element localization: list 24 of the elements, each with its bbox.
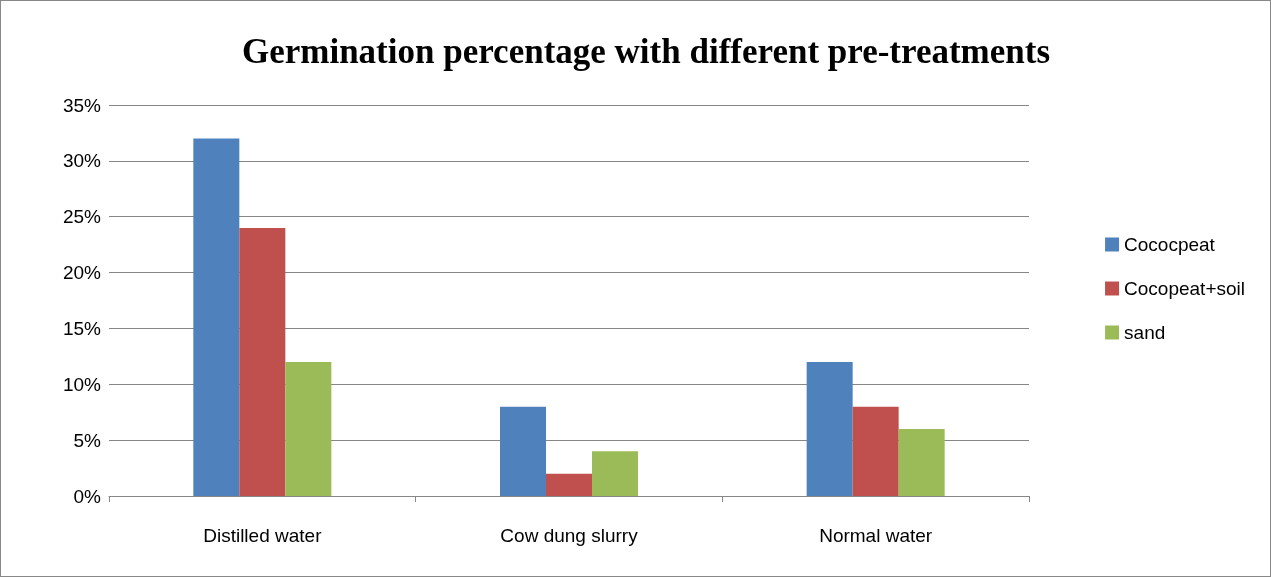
x-tick-label: Normal water [819,525,933,546]
y-tick-label: 5% [73,429,102,451]
bar [500,406,546,496]
bar [546,473,592,496]
chart-title: Germination percentage with different pre-treatments [241,32,1051,71]
y-tick-label: 10% [62,373,102,395]
x-tick-label: Cow dung slurry [500,525,639,546]
legend-label: Cococpeat [1124,234,1216,255]
bar [239,227,286,496]
y-tick-label: 0% [73,485,102,507]
y-tick-label: 30% [62,150,102,172]
y-tick-label: 15% [62,317,102,339]
bar [898,428,945,496]
bar [285,361,332,496]
y-tick-label: 35% [62,94,102,116]
bar [193,138,240,496]
x-tick-label: Distilled water [203,525,323,546]
y-tick-label: 25% [62,206,102,228]
bar [806,361,853,496]
legend-label: sand [1124,322,1166,343]
bar [852,406,899,496]
bar [592,451,638,496]
y-tick-label: 20% [62,262,102,284]
legend-label: Cocopeat+soil [1124,278,1246,299]
